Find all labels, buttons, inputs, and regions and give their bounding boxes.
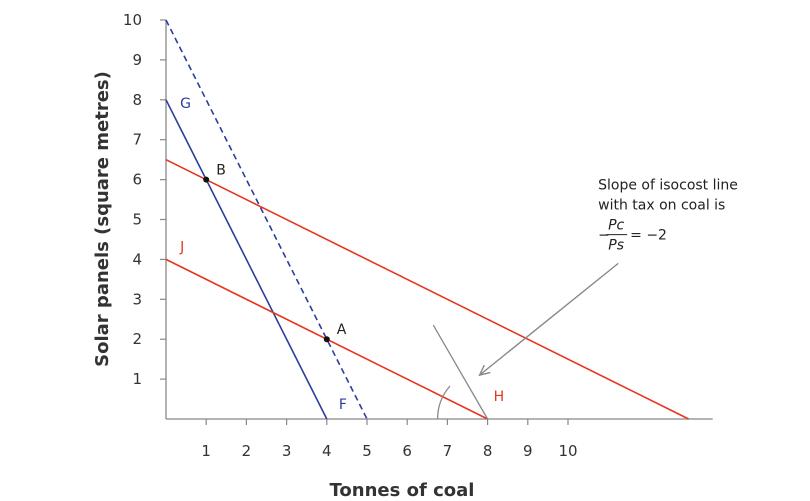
x-tick-label: 4 <box>322 442 332 460</box>
annotation-result: = −2 <box>630 228 667 244</box>
point-B <box>203 176 210 183</box>
x-tick-label: 6 <box>402 442 412 460</box>
annotation-numerator: Pc <box>608 218 624 234</box>
line-label-F: F <box>339 397 347 413</box>
x-tick-label: 3 <box>282 442 292 460</box>
slope-line <box>432 324 489 420</box>
annotation-denominator: Ps <box>608 238 624 254</box>
annotation-line: with tax on coal is <box>598 198 725 214</box>
series-line-unnamed-5 <box>165 158 689 420</box>
line-label-G: G <box>180 96 191 112</box>
x-tick-label: 7 <box>443 442 453 460</box>
y-tick-label: 8 <box>132 91 142 109</box>
line-label-J: J <box>179 239 184 255</box>
y-tick-label: 5 <box>132 211 142 229</box>
tick-labels: 1 2 3 4 5 6 7 8 9 10 1 2 3 4 5 6 7 8 9 10 <box>123 11 578 460</box>
y-tick-label: 6 <box>132 171 142 189</box>
slope-annotation: Slope of isocost line with tax on coal is… <box>478 178 738 377</box>
points: AB <box>203 163 347 343</box>
annotation-arrow-head <box>478 364 491 377</box>
x-tick-label: 2 <box>242 442 252 460</box>
x-tick-label: 1 <box>201 442 211 460</box>
series-line-unnamed-2 <box>165 19 368 420</box>
y-tick-label: 9 <box>132 51 142 69</box>
x-tick-label: 8 <box>483 442 493 460</box>
annotation-minus: − <box>598 228 610 244</box>
y-tick-label: 4 <box>132 250 142 268</box>
point-A <box>323 336 330 343</box>
y-tick-label: 2 <box>132 330 142 348</box>
x-tick-label: 9 <box>523 442 533 460</box>
y-tick-label: 1 <box>132 370 142 388</box>
y-tick-label: 7 <box>132 131 142 149</box>
series-line-G <box>165 99 328 420</box>
x-axis-title: Tonnes of coal <box>330 480 475 501</box>
line-label-H: H <box>494 389 505 405</box>
annotation-line: Slope of isocost line <box>598 178 738 194</box>
annotation-arrow-shaft <box>479 262 619 376</box>
x-tick-label: 5 <box>362 442 372 460</box>
y-tick-label: 3 <box>132 290 142 308</box>
point-label-A: A <box>337 322 347 338</box>
x-tick-label: 10 <box>558 442 577 460</box>
point-label-B: B <box>216 163 226 179</box>
slope-arc <box>436 385 451 420</box>
y-axis-title: Solar panels (square metres) <box>92 71 113 367</box>
slope-marker <box>432 324 489 420</box>
axes <box>165 20 713 420</box>
line-labels: G F J H <box>179 96 504 413</box>
y-tick-label: 10 <box>123 11 142 29</box>
